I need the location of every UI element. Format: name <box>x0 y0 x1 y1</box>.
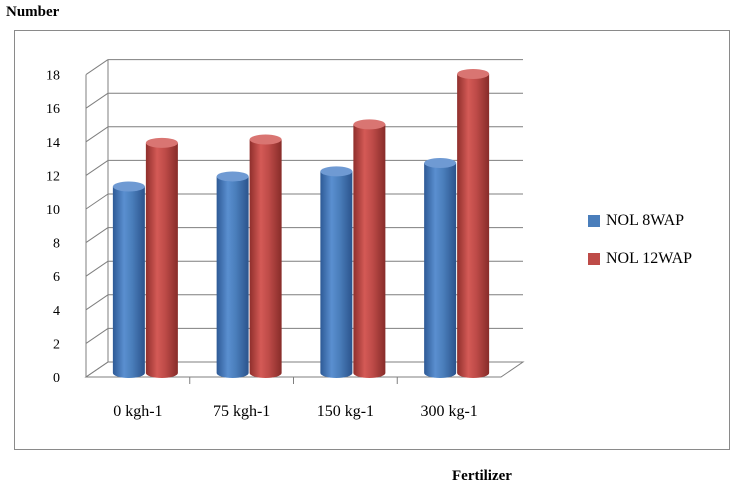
legend-swatch-series-1 <box>588 215 600 227</box>
gridline-side <box>85 92 109 109</box>
y-tick-label: 4 <box>53 304 60 319</box>
y-tick-label: 6 <box>53 270 60 285</box>
bar-body <box>249 139 282 378</box>
legend-label-series-2: NOL 12WAP <box>606 250 693 267</box>
legend-item-series-2: NOL 12WAP <box>588 246 692 272</box>
bar-body <box>112 186 145 378</box>
legend-label-series-1: NOL 8WAP <box>606 212 685 229</box>
gridline-side <box>85 327 109 344</box>
bar-body <box>216 176 249 378</box>
bar-nol-12wap-2 <box>353 119 386 378</box>
bar-body <box>320 171 353 378</box>
bar-top <box>145 137 178 148</box>
y-tick-label: 0 <box>53 371 60 386</box>
x-tick-label: 300 kg-1 <box>420 403 477 420</box>
bar-body <box>424 163 457 378</box>
bar-nol-8wap-0 <box>112 181 145 378</box>
bar-body <box>457 73 490 379</box>
y-tick-label: 14 <box>46 136 60 151</box>
gridline-side <box>85 126 109 143</box>
x-tick-label: 150 kg-1 <box>317 403 374 420</box>
bar-body <box>353 124 386 378</box>
bar-nol-8wap-1 <box>216 171 249 378</box>
legend-swatch-series-2 <box>588 253 600 265</box>
y-tick-label: 2 <box>53 337 60 352</box>
legend: NOL 8WAP NOL 12WAP <box>588 208 692 284</box>
gridline-side <box>85 294 109 311</box>
gridline-side <box>85 260 109 277</box>
y-axis-title: Number <box>6 4 60 20</box>
y-tick-label: 10 <box>46 203 60 218</box>
y-tick-label: 16 <box>46 102 60 117</box>
bar-top <box>249 134 282 145</box>
gridline-side <box>85 227 109 244</box>
legend-item-series-1: NOL 8WAP <box>588 208 692 234</box>
x-tick-label: 0 kgh-1 <box>113 403 162 420</box>
bar-body <box>145 142 178 378</box>
bar-top <box>353 119 386 130</box>
y-tick-label: 8 <box>53 237 60 252</box>
y-tick-label: 18 <box>46 69 60 84</box>
bar-top <box>457 68 490 79</box>
gridline-side <box>85 159 109 176</box>
bar-top <box>216 171 249 182</box>
bar-top <box>112 181 145 192</box>
bar-nol-8wap-2 <box>320 166 353 378</box>
y-tick-label: 12 <box>46 169 60 184</box>
bar-nol-12wap-3 <box>457 68 490 379</box>
bar-nol-8wap-3 <box>424 158 457 378</box>
bar-nol-12wap-0 <box>145 137 178 378</box>
bar-top <box>320 166 353 177</box>
bar-nol-12wap-1 <box>249 134 282 378</box>
x-tick-label: 75 kgh-1 <box>213 403 270 420</box>
gridline-side <box>85 59 109 76</box>
x-axis-title: Fertilizer <box>452 468 512 484</box>
bar-top <box>424 158 457 168</box>
gridline-side <box>85 193 109 210</box>
